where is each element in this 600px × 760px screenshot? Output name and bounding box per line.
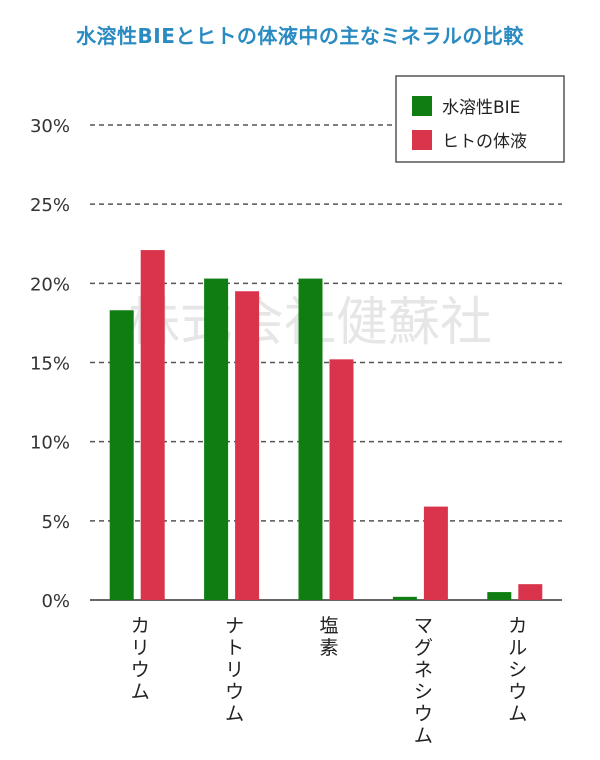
bar-body-fluid bbox=[140, 250, 165, 601]
category-label: カルシウム bbox=[508, 615, 527, 725]
chart-title: 水溶性BIEとヒトの体液中の主なミネラルの比較 bbox=[76, 24, 524, 48]
category-label: カリウム bbox=[131, 615, 150, 703]
bar-body-fluid bbox=[518, 584, 543, 600]
bar-bie bbox=[109, 310, 134, 600]
bar-body-fluid bbox=[329, 359, 354, 600]
y-tick-label: 20% bbox=[30, 274, 70, 295]
bars bbox=[109, 250, 543, 601]
category-label: ナトリウム bbox=[225, 615, 244, 725]
y-tick-label: 5% bbox=[41, 512, 70, 533]
legend-label: ヒトの体液 bbox=[442, 132, 527, 152]
category-labels: カリウム ナトリウム 塩素 マグネシウム カルシウム bbox=[131, 615, 528, 747]
bar-body-fluid bbox=[235, 291, 260, 600]
y-tick-label: 25% bbox=[30, 195, 70, 216]
legend-swatch bbox=[412, 130, 432, 150]
y-tick-labels: 0% 5% 10% 15% 20% 25% 30% bbox=[30, 116, 70, 612]
gridlines bbox=[90, 124, 562, 601]
category-label: 塩素 bbox=[319, 615, 338, 659]
y-tick-label: 30% bbox=[30, 116, 70, 137]
legend-label: 水溶性BIE bbox=[442, 98, 520, 118]
y-tick-label: 0% bbox=[41, 591, 70, 612]
bar-body-fluid bbox=[423, 506, 448, 600]
legend: 水溶性BIE ヒトの体液 bbox=[395, 75, 565, 163]
category-label: マグネシウム bbox=[414, 615, 433, 747]
y-tick-label: 10% bbox=[30, 433, 70, 454]
bar-bie bbox=[392, 596, 417, 600]
bar-bie bbox=[204, 278, 229, 600]
bar-bie bbox=[487, 592, 512, 600]
y-tick-label: 15% bbox=[30, 354, 70, 375]
bar-bie bbox=[298, 278, 323, 600]
legend-swatch bbox=[412, 96, 432, 116]
